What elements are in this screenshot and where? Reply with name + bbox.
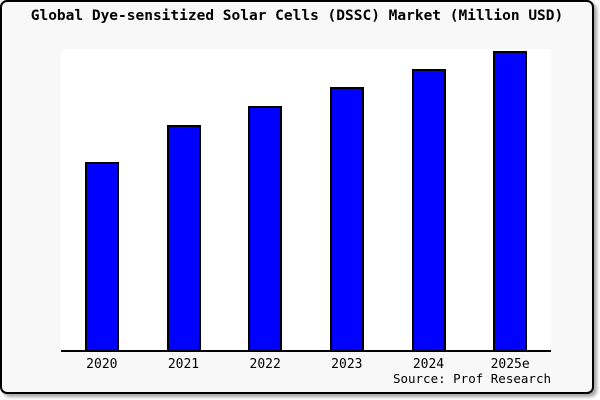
x-tick-2020: 2020 — [86, 357, 118, 372]
chart-title: Global Dye-sensitized Solar Cells (DSSC)… — [30, 8, 564, 24]
x-tick-2022: 2022 — [249, 357, 281, 372]
x-tick-2023: 2023 — [331, 357, 363, 372]
x-axis-labels: 2020 2021 2022 2023 2024 2025e — [2, 357, 592, 373]
bar-2025e — [493, 51, 528, 350]
bar-2023 — [329, 86, 364, 350]
chart-card: Global Dye-sensitized Solar Cells (DSSC)… — [0, 0, 594, 394]
source-note: Source: Prof Research — [392, 371, 551, 386]
bar-2021 — [166, 124, 201, 350]
x-tick-2025e: 2025e — [490, 357, 530, 372]
x-tick-2024: 2024 — [412, 357, 445, 372]
bar-2022 — [248, 106, 283, 350]
bar-2020 — [84, 161, 119, 350]
x-tick-2021: 2021 — [167, 357, 200, 372]
plot-area — [61, 49, 551, 352]
bar-2024 — [411, 68, 446, 350]
